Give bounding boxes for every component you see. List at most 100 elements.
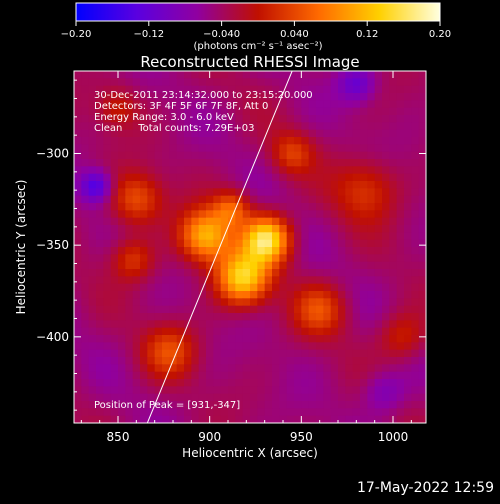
heatmap-cell [110, 78, 119, 87]
heatmap-cell [264, 342, 273, 351]
heatmap-cell [206, 239, 214, 248]
heatmap-cell [316, 254, 324, 263]
heatmap-cell [257, 247, 266, 255]
heatmap-cell [103, 173, 112, 182]
heatmap-cell [191, 379, 200, 387]
heatmap-cell [404, 305, 412, 314]
heatmap-cell [411, 335, 420, 343]
heatmap-cell [264, 379, 273, 387]
heatmap-cell [235, 298, 244, 307]
heatmap-cell [404, 129, 412, 138]
heatmap-cell [294, 247, 302, 255]
heatmap-cell [103, 371, 112, 380]
heatmap-cell [418, 129, 426, 138]
heatmap-cell [169, 386, 178, 395]
heatmap-cell [125, 364, 134, 373]
heatmap-cell [286, 232, 295, 241]
heatmap-cell [272, 342, 280, 351]
heatmap-cell [88, 159, 97, 167]
heatmap-cell [257, 232, 266, 241]
heatmap-cell [404, 137, 412, 145]
heatmap-cell [147, 93, 156, 101]
heatmap-cell [316, 195, 324, 204]
heatmap-cell [147, 151, 156, 160]
heatmap-cell [389, 305, 398, 314]
heatmap-cell [360, 313, 368, 321]
heatmap-cell [96, 239, 104, 248]
heatmap-cell [257, 181, 266, 189]
heatmap-cell [374, 225, 383, 233]
heatmap-cell [242, 115, 251, 123]
heatmap-cell [220, 415, 229, 423]
heatmap-cell [220, 137, 229, 145]
heatmap-cell [74, 393, 82, 402]
heatmap-cell [198, 129, 207, 138]
heatmap-cell [242, 313, 251, 321]
heatmap-cell [374, 115, 383, 123]
heatmap-cell [374, 188, 383, 197]
heatmap-cell [374, 78, 383, 87]
heatmap-cell [352, 408, 361, 417]
heatmap-cell [301, 349, 310, 358]
heatmap-cell [308, 335, 317, 343]
heatmap-cell [264, 210, 273, 219]
heatmap-cell [404, 283, 412, 292]
heatmap-cell [191, 357, 200, 365]
heatmap-cell [389, 159, 398, 167]
heatmap-cell [147, 254, 156, 263]
heatmap-cell [110, 261, 119, 270]
heatmap-cell [374, 129, 383, 138]
heatmap-cell [125, 239, 134, 248]
heatmap-cell [162, 261, 170, 270]
heatmap-cell [184, 276, 192, 285]
heatmap-cell [250, 210, 258, 219]
heatmap-cell [147, 100, 156, 109]
heatmap-cell [294, 386, 302, 395]
heatmap-cell [220, 166, 229, 175]
heatmap-cell [213, 100, 222, 109]
heatmap-cell [228, 232, 236, 241]
heatmap-cell [184, 379, 192, 387]
heatmap-cell [389, 151, 398, 160]
heatmap-cell [360, 276, 368, 285]
heatmap-cell [169, 327, 178, 336]
heatmap-cell [176, 371, 185, 380]
heatmap-cell [176, 247, 185, 255]
heatmap-cell [110, 151, 119, 160]
heatmap-cell [404, 181, 412, 189]
heatmap-cell [352, 210, 361, 219]
heatmap-cell [74, 320, 82, 329]
heatmap-cell [396, 115, 405, 123]
heatmap-cell [162, 342, 170, 351]
heatmap-cell [169, 349, 178, 358]
heatmap-cell [125, 335, 134, 343]
heatmap-cell [396, 415, 405, 423]
heatmap-cell [352, 364, 361, 373]
heatmap-cell [257, 320, 266, 329]
heatmap-cell [360, 217, 368, 226]
heatmap-cell [118, 313, 126, 321]
heatmap-cell [264, 78, 273, 87]
heatmap-cell [198, 269, 207, 277]
heatmap-cell [338, 415, 346, 423]
heatmap-cell [132, 269, 141, 277]
heatmap-cell [301, 188, 310, 197]
heatmap-cell [345, 166, 354, 175]
heatmap-cell [418, 166, 426, 175]
heatmap-cell [301, 364, 310, 373]
heatmap-cell [301, 247, 310, 255]
heatmap-cell [103, 283, 112, 292]
heatmap-cell [169, 203, 178, 211]
heatmap-cell [140, 129, 148, 138]
heatmap-cell [110, 393, 119, 402]
heatmap-cell [323, 276, 332, 285]
heatmap-cell [184, 181, 192, 189]
heatmap-cell [389, 129, 398, 138]
heatmap-cell [103, 364, 112, 373]
heatmap-cell [191, 254, 200, 263]
heatmap-cell [286, 195, 295, 204]
heatmap-cell [191, 313, 200, 321]
heatmap-cell [81, 144, 90, 153]
heatmap-cell [338, 261, 346, 270]
heatmap-cell [257, 71, 266, 79]
